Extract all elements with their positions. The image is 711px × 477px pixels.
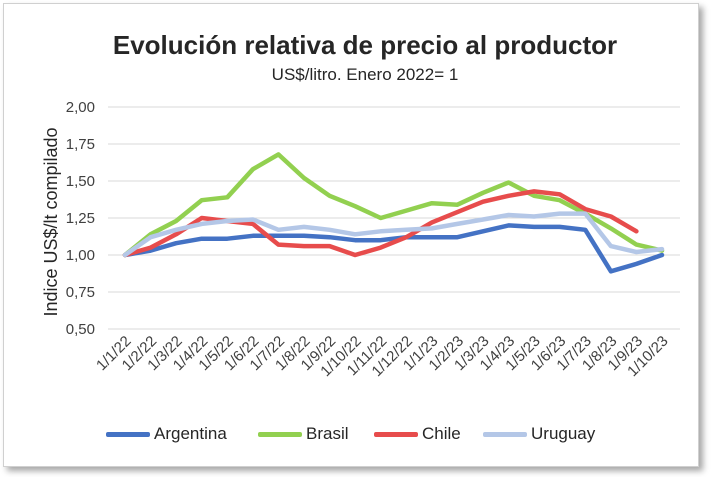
legend-label: Chile xyxy=(422,424,461,443)
y-tick-label: 1,75 xyxy=(66,136,95,153)
series-line-chile xyxy=(122,189,639,258)
series-line-uruguay xyxy=(122,211,665,258)
chart-subtitle: US$/litro. Enero 2022= 1 xyxy=(271,65,459,84)
legend-swatch xyxy=(374,431,418,437)
series-line-argentina xyxy=(122,223,665,274)
legend-label: Argentina xyxy=(154,424,227,443)
legend-swatch xyxy=(483,431,527,437)
legend-item-chile: Chile xyxy=(374,423,461,445)
legend-label: Brasil xyxy=(306,424,349,443)
y-axis-ticks: 0,50 0,75 1,00 1,25 1,50 1,75 2,00 xyxy=(66,99,95,338)
legend-item-uruguay: Uruguay xyxy=(483,423,595,445)
chart-title: Evolución relativa de precio al producto… xyxy=(112,30,618,60)
series-line-brasil xyxy=(122,152,665,258)
legend-label: Uruguay xyxy=(531,424,596,443)
x-axis-ticks: 1/1/221/2/221/3/221/4/221/5/221/6/221/7/… xyxy=(93,333,672,380)
legend-swatch xyxy=(258,431,302,437)
y-tick-label: 1,00 xyxy=(66,247,95,264)
series-lines xyxy=(122,152,665,274)
y-tick-label: 2,00 xyxy=(66,99,95,116)
y-tick-label: 0,75 xyxy=(66,284,95,301)
chart-legend: Argentina Brasil Chile Uruguay xyxy=(0,423,711,445)
y-tick-label: 1,25 xyxy=(66,210,95,227)
legend-item-brasil: Brasil xyxy=(258,423,349,445)
y-axis-label: Indice US$/lt compilado xyxy=(41,127,61,316)
legend-swatch xyxy=(106,431,150,437)
y-tick-label: 1,50 xyxy=(66,173,95,190)
gridlines xyxy=(108,106,680,330)
y-tick-label: 0,50 xyxy=(66,321,95,338)
legend-item-argentina: Argentina xyxy=(106,423,227,445)
